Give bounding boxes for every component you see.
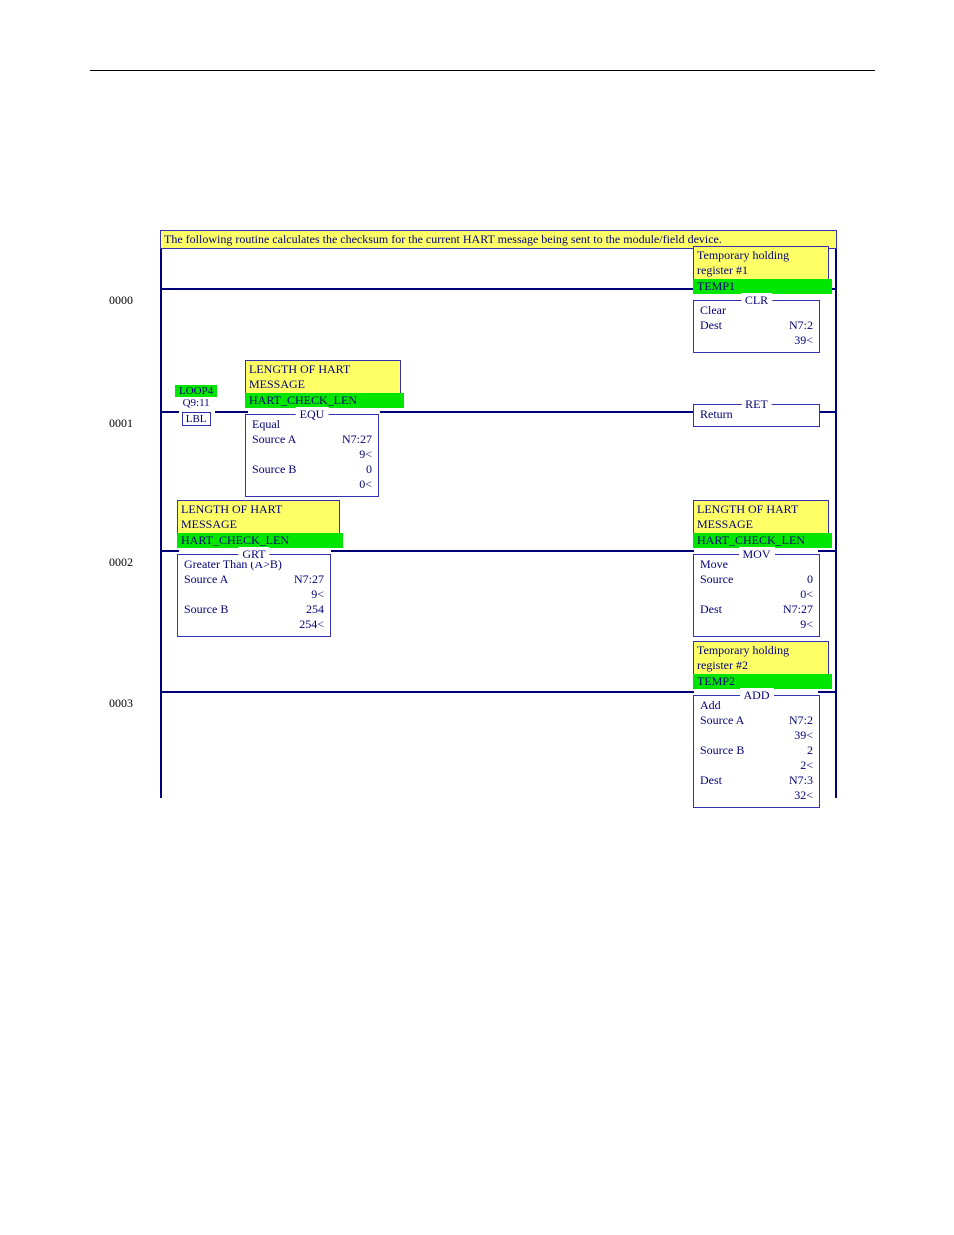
r2-right: LENGTH OF HART MESSAGE HART_CHECK_LEN MO…	[693, 500, 828, 637]
r2-src: 0	[773, 572, 813, 587]
r2-sb-lbl: Source B	[184, 602, 228, 617]
r1-w2	[215, 411, 248, 413]
r3-add-title: ADD	[740, 688, 774, 703]
rung0-instr-title: CLR	[741, 293, 772, 308]
left-rail	[160, 240, 162, 798]
r2-left-tag: HART_CHECK_LEN	[177, 533, 343, 548]
r1-left-tag: HART_CHECK_LEN	[245, 393, 404, 408]
rung0-tag: TEMP1	[693, 279, 832, 294]
r1-sa-lbl: Source A	[252, 432, 296, 447]
r3-right: Temporary holding register #2 TEMP2 ADD …	[693, 641, 828, 808]
r2-grt: GRT Greater Than (A>B) Source AN7:27 9< …	[177, 554, 331, 637]
r2-sb: 254	[284, 602, 324, 617]
r3-sb: 2	[773, 743, 813, 758]
r3-sb-val: 2<	[700, 758, 813, 773]
r1-left-desc: LENGTH OF HART MESSAGE	[245, 360, 401, 393]
r1-w3	[380, 411, 694, 413]
r3-dest: N7:3	[773, 773, 813, 788]
r2-right-tag: HART_CHECK_LEN	[693, 533, 832, 548]
r2-left: LENGTH OF HART MESSAGE HART_CHECK_LEN GR…	[177, 500, 342, 637]
r3-dest-val: 32<	[700, 788, 813, 803]
r1-lbl-group: LOOP4 Q9:11 LBL	[175, 385, 217, 427]
r2-src-val: 0<	[700, 587, 813, 602]
r1-lbl-addr: Q9:11	[175, 397, 217, 409]
page: The following routine calculates the che…	[0, 0, 954, 1235]
r1-sb-val: 0<	[252, 477, 372, 492]
rung0-right: Temporary holding register #1 TEMP1 CLR …	[693, 246, 828, 353]
r2-sa: N7:27	[284, 572, 324, 587]
r1-lbl: LBL	[182, 412, 211, 426]
r1-left: LENGTH OF HART MESSAGE HART_CHECK_LEN EQ…	[245, 360, 400, 497]
r2-right-desc: LENGTH OF HART MESSAGE	[693, 500, 829, 533]
r3-desc: Temporary holding register #2	[693, 641, 829, 674]
r3-add: ADD Add Source AN7:2 39< Source B2 2< De…	[693, 695, 820, 808]
r1-loop-tag: LOOP4	[175, 385, 217, 397]
r2-left-desc: LENGTH OF HART MESSAGE	[177, 500, 340, 533]
rung0-wire-left	[160, 288, 694, 290]
rung-num-1: 0001	[109, 416, 133, 431]
right-rail	[835, 240, 837, 798]
r1-sb-lbl: Source B	[252, 462, 296, 477]
top-rule	[90, 70, 875, 71]
r1-equ-title: EQU	[296, 407, 329, 422]
r2-grt-title: GRT	[238, 547, 269, 562]
r1-sa: N7:27	[332, 432, 372, 447]
rung0-instr: CLR Clear DestN7:2 39<	[693, 300, 820, 353]
r2-mov-title: MOV	[738, 547, 774, 562]
r3-sa: N7:2	[773, 713, 813, 728]
r3-sb-lbl: Source B	[700, 743, 744, 758]
r1-ret-title: RET	[741, 397, 772, 412]
r1-ret: RET Return	[693, 404, 820, 427]
rung0-desc: Temporary holding register #1	[693, 246, 829, 279]
r1-sa-val: 9<	[252, 447, 372, 462]
r0-dest-val: 39<	[700, 333, 813, 348]
r2-mov: MOV Move Source0 0< DestN7:27 9<	[693, 554, 820, 637]
r3-dest-lbl: Dest	[700, 773, 722, 788]
r2-src-lbl: Source	[700, 572, 733, 587]
r0-dest-lbl: Dest	[700, 318, 722, 333]
r3-sa-val: 39<	[700, 728, 813, 743]
rung-num-2: 0002	[109, 555, 133, 570]
r2-sa-val: 9<	[184, 587, 324, 602]
r2-sa-lbl: Source A	[184, 572, 228, 587]
r2-sb-val: 254<	[184, 617, 324, 632]
r3-sa-lbl: Source A	[700, 713, 744, 728]
r2-dest: N7:27	[773, 602, 813, 617]
r2-dest-lbl: Dest	[700, 602, 722, 617]
r1-equ: EQU Equal Source AN7:27 9< Source B0 0<	[245, 414, 379, 497]
r3-w1	[160, 691, 694, 693]
r1-right: RET Return	[693, 398, 828, 427]
r2-dest-val: 9<	[700, 617, 813, 632]
r0-dest: N7:2	[773, 318, 813, 333]
r3-tag: TEMP2	[693, 674, 832, 689]
rung-num-0: 0000	[109, 293, 133, 308]
r2-w2	[331, 550, 694, 552]
r1-sb: 0	[332, 462, 372, 477]
rung-num-3: 0003	[109, 696, 133, 711]
